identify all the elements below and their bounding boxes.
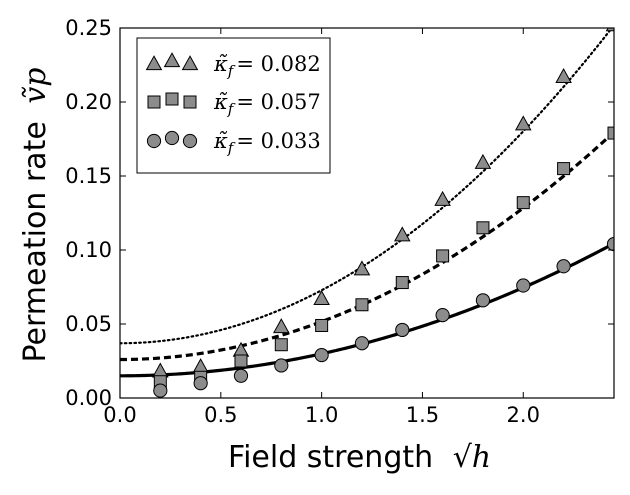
- data-point-triangle: [474, 153, 492, 169]
- x-tick-label: 2.0: [507, 403, 540, 427]
- data-point-square: [436, 249, 450, 263]
- x-axis-label-math: √h: [453, 440, 491, 475]
- legend-marker-triangle: [145, 55, 163, 71]
- legend-marker-square: [165, 92, 179, 106]
- y-tick-label: 0.20: [65, 90, 112, 114]
- data-point-triangle: [393, 226, 411, 242]
- x-tick-label: 0.5: [204, 403, 237, 427]
- legend-marker-square: [183, 95, 197, 109]
- data-point-circle: [556, 259, 571, 274]
- data-point-circle: [193, 376, 208, 391]
- x-tick-label: 1.5: [406, 403, 439, 427]
- legend-kappa: κ̃: [213, 90, 228, 114]
- data-point-triangle: [273, 318, 290, 334]
- legend-value: = 0.057: [236, 90, 320, 114]
- legend-marker-square: [147, 95, 161, 109]
- data-point-circle: [233, 368, 249, 383]
- data-point-square: [516, 196, 530, 210]
- data-point-square: [557, 162, 571, 176]
- data-point-triangle: [353, 260, 371, 276]
- data-point-triangle: [555, 67, 572, 84]
- axis-ticks: 0.0 0.5 1.0 1.5 2.0 0.00 0.05 0.10 0.15 0.20 0.25: [65, 16, 614, 427]
- data-point-circle: [274, 358, 289, 373]
- legend-kappa-sub: f: [227, 139, 236, 157]
- data-point-square: [315, 318, 329, 332]
- data-point-triangle: [514, 115, 532, 131]
- data-point-circle: [153, 383, 168, 398]
- data-point-square: [234, 354, 248, 368]
- data-point-square: [355, 298, 369, 312]
- data-point-circle: [314, 347, 329, 363]
- legend-marker-circle: [164, 130, 180, 146]
- legend-label: κ̃f = 0.033: [213, 129, 321, 157]
- x-axis-title: Field strength √h: [228, 440, 491, 475]
- legend-kappa: κ̃: [213, 129, 228, 153]
- fit-curve-triangle: [120, 28, 614, 345]
- data-point-circle: [606, 236, 614, 252]
- y-axis-label-math: ṽp: [18, 68, 53, 104]
- legend-entry-circle: κ̃f = 0.033: [146, 129, 321, 157]
- legend-entry-square: κ̃f = 0.057: [147, 90, 321, 118]
- legend-value: = 0.082: [236, 52, 320, 76]
- axes-frame: [119, 27, 615, 399]
- data-point-square: [274, 338, 288, 352]
- data-point-triangle: [605, 28, 614, 32]
- legend-marker-triangle: [163, 52, 181, 68]
- legend-label: κ̃f = 0.082: [213, 52, 321, 80]
- data-point-square: [607, 126, 614, 140]
- legend-marker-circle: [146, 133, 162, 149]
- data-markers: [152, 28, 614, 398]
- data-point-triangle: [313, 289, 330, 306]
- y-tick-label: 0.10: [65, 238, 112, 262]
- x-axis-label-text: Field strength: [228, 440, 433, 475]
- data-point-circle: [516, 278, 531, 293]
- data-point-circle: [435, 308, 450, 323]
- x-tick-label: 1.0: [305, 403, 338, 427]
- data-point-triangle: [192, 358, 209, 374]
- legend-label: κ̃f = 0.057: [213, 90, 321, 118]
- y-axis-title: Permeation rate ṽp: [18, 68, 53, 363]
- data-point-triangle: [152, 362, 169, 378]
- legend-entry-triangle: κ̃f = 0.082: [145, 52, 321, 80]
- y-tick-label: 0.05: [65, 312, 112, 336]
- data-point-square: [395, 276, 409, 290]
- legend-marker-circle: [182, 133, 198, 149]
- legend-marker-triangle: [181, 55, 199, 71]
- data-point-circle: [354, 336, 370, 351]
- y-tick-label: 0.15: [65, 164, 112, 188]
- legend-kappa-sub: f: [227, 62, 236, 80]
- y-tick-label: 0.00: [65, 386, 112, 410]
- legend-kappa-sub: f: [227, 100, 236, 118]
- data-point-triangle: [434, 190, 451, 206]
- plot-frame: [119, 27, 615, 399]
- x-tick-label: 0.0: [103, 403, 136, 427]
- legend-kappa: κ̃: [213, 52, 228, 76]
- data-point-circle: [395, 322, 410, 338]
- y-axis-label-text: Permeation rate: [18, 121, 53, 362]
- data-point-square: [476, 221, 490, 235]
- data-point-circle: [475, 293, 491, 308]
- y-tick-label: 0.25: [65, 16, 112, 40]
- legend-value: = 0.033: [236, 129, 320, 153]
